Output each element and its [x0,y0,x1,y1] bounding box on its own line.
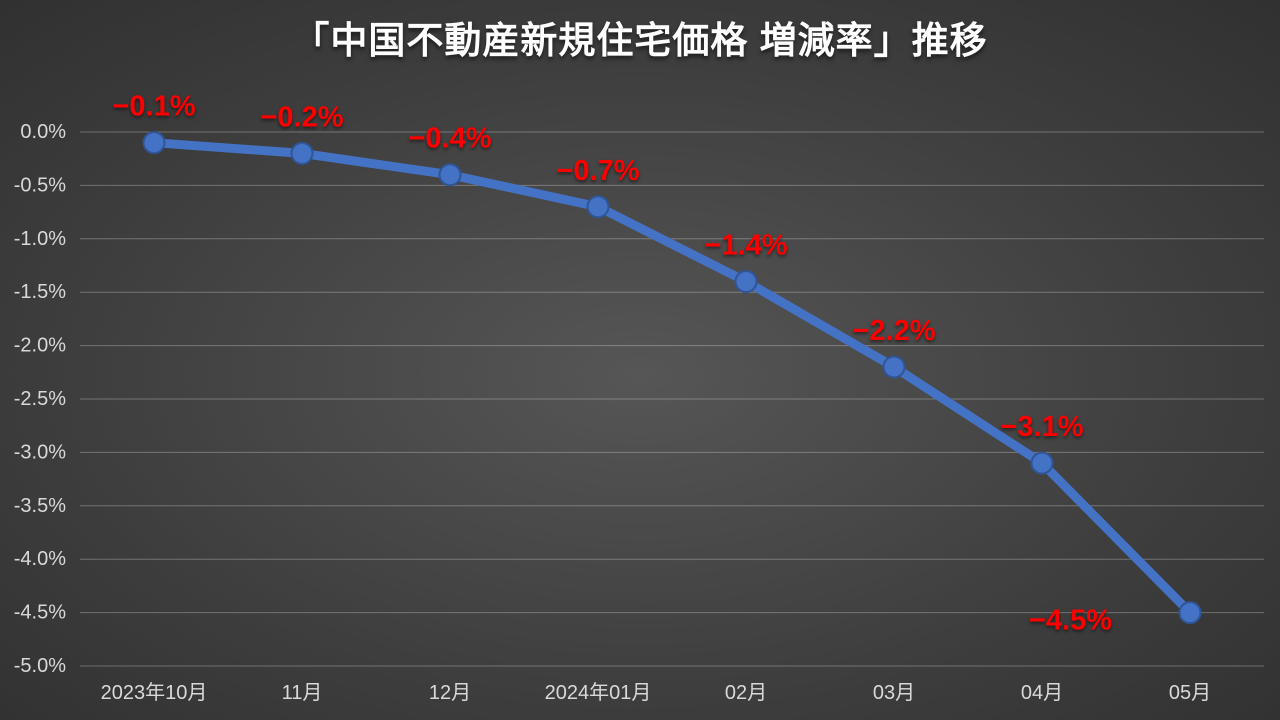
data-point-value-label: −4.5% [1029,605,1112,637]
y-axis-tick-label: -1.5% [14,281,66,303]
data-point-marker [1178,601,1202,625]
data-point-value-label: −0.2% [260,101,343,133]
x-axis-category-label: 05月 [1169,682,1211,704]
data-point-value-label: −2.2% [852,315,935,347]
data-point-marker [734,270,758,294]
data-point-value-label: −3.1% [1000,411,1083,443]
data-point-marker [882,355,906,379]
y-axis-tick-label: -4.5% [14,602,66,624]
x-axis-category-label: 12月 [429,682,471,704]
y-axis-tick-label: -2.5% [14,388,66,410]
data-point-marker [586,195,610,219]
data-point-marker [142,131,166,155]
x-axis-category-label: 11月 [282,682,323,704]
data-point-marker [290,141,314,165]
x-axis-category-label: 2024年01月 [545,681,652,704]
y-axis-tick-label: -5.0% [14,655,66,677]
data-point-value-label: −1.4% [704,230,787,262]
x-axis-category-label: 2023年10月 [101,681,208,704]
x-axis-category-label: 04月 [1021,682,1063,704]
data-point-value-label: −0.7% [556,155,639,187]
data-point-value-label: −0.1% [112,91,195,123]
y-axis-tick-label: -2.0% [14,335,66,357]
y-axis-tick-label: -4.0% [14,548,66,570]
data-point-marker [438,163,462,187]
y-axis-tick-label: 0.0% [20,121,66,143]
trend-line [149,138,1195,618]
data-point-value-label: −0.4% [408,123,491,155]
y-axis-tick-label: -3.0% [14,441,66,463]
chart-title: 「中国不動産新規住宅価格 増減率」推移 [292,20,988,61]
y-axis-tick-label: -0.5% [14,174,66,196]
x-axis-category-label: 02月 [725,682,767,704]
y-axis-tick-label: -1.0% [14,228,66,250]
data-point-marker [1030,451,1054,475]
y-axis-tick-label: -3.5% [14,495,66,517]
x-axis-category-label: 03月 [873,682,915,704]
